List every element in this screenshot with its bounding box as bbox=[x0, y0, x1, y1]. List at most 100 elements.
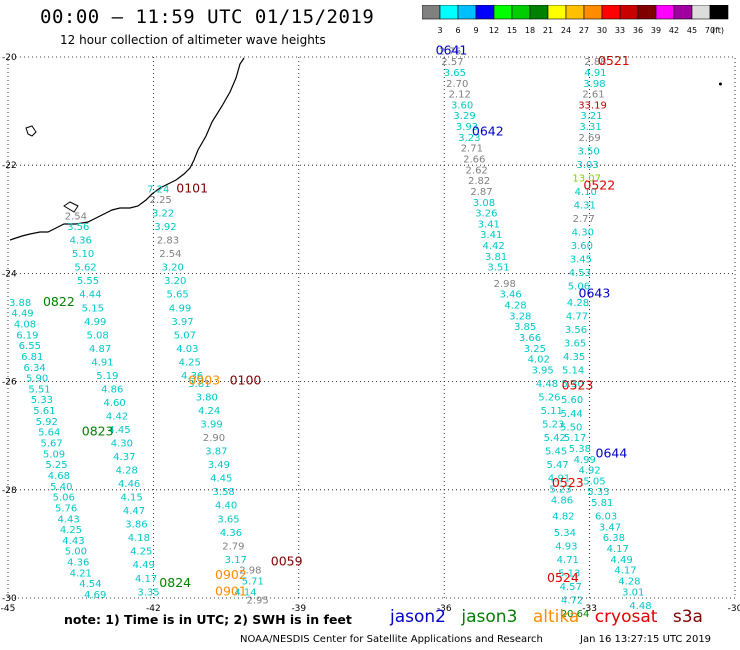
wave-height-value: 3.20 bbox=[162, 263, 184, 274]
y-tick-label: -20 bbox=[2, 53, 17, 63]
chart-title: 00:00 – 11:59 UTC 01/15/2019 bbox=[40, 6, 375, 28]
track-time-label: 0522 bbox=[583, 178, 615, 193]
wave-height-value: 4.77 bbox=[566, 311, 588, 322]
wave-height-value: 3.03 bbox=[577, 160, 599, 171]
wave-height-value: 5.38 bbox=[569, 444, 591, 455]
colorbar-swatch bbox=[709, 5, 729, 20]
wave-height-value: 3.23 bbox=[458, 133, 480, 144]
wave-height-value: 4.71 bbox=[557, 555, 579, 566]
satellite-legend-altika: altika bbox=[532, 607, 580, 627]
wave-height-value: 2.88 bbox=[584, 57, 606, 68]
wave-height-value: 5.51 bbox=[28, 384, 50, 395]
satellite-legend: jason2 jason3 altika cryosat s3a bbox=[390, 607, 713, 627]
wave-height-value: 4.37 bbox=[113, 452, 135, 463]
wave-height-value: 5.67 bbox=[40, 439, 62, 450]
wave-height-value: 4.48 bbox=[536, 379, 558, 390]
wave-height-value: 4.91 bbox=[584, 68, 606, 79]
wave-height-value: 4.15 bbox=[120, 493, 142, 504]
wave-height-value: 3.88 bbox=[9, 298, 31, 309]
wave-height-value: 3.31 bbox=[579, 122, 601, 133]
marker-dot bbox=[718, 82, 722, 86]
wave-height-value: 3.60 bbox=[571, 241, 593, 252]
colorbar-label: 3 bbox=[437, 26, 442, 35]
x-tick-label: -36 bbox=[437, 604, 452, 614]
wave-height-value: 2.76 bbox=[439, 46, 461, 57]
wave-height-value: 20.64 bbox=[561, 609, 590, 620]
colorbar-label: 39 bbox=[651, 26, 661, 35]
track-time-label: 0059 bbox=[271, 554, 303, 569]
wave-height-value: 4.36 bbox=[70, 236, 92, 247]
wave-height-value: 2.25 bbox=[150, 195, 172, 206]
track-time-label: 0901 bbox=[215, 583, 247, 598]
wave-height-value: 4.44 bbox=[79, 290, 101, 301]
wave-height-value: 5.30 bbox=[562, 379, 584, 390]
wave-height-value: 3.92 bbox=[154, 222, 176, 233]
track-time-label: 0100 bbox=[230, 372, 262, 387]
track-time-label: 0523 bbox=[552, 475, 584, 490]
wave-height-value: 4.69 bbox=[84, 590, 106, 601]
map-grid: -45 -42 -39 -36 -33 -30 -20 -22 -24 -26 -28 -30 bbox=[1, 53, 740, 614]
wave-height-value: 3.95 bbox=[531, 365, 553, 376]
track-time-label: 0642 bbox=[472, 123, 504, 138]
wave-height-value: 4.53 bbox=[569, 268, 591, 279]
wave-height-value: 3.99 bbox=[200, 420, 222, 431]
wave-height-value: 3.56 bbox=[565, 325, 587, 336]
wave-height-value: 2.90 bbox=[203, 433, 225, 444]
wave-height-value: 4.18 bbox=[128, 533, 150, 544]
footer-timestamp: Jan 16 13:27:15 UTC 2019 bbox=[580, 634, 712, 645]
wave-height-value: 5.17 bbox=[564, 433, 586, 444]
wave-height-value: 5.06 bbox=[53, 493, 75, 504]
wave-height-value: 5.61 bbox=[33, 406, 55, 417]
wave-height-value: 3.46 bbox=[499, 290, 521, 301]
track-time-label: 0643 bbox=[579, 286, 611, 301]
wave-height-colorbar: 3 6 9 12 15 18 21 24 27 30 33 36 39 42 45 70(ft) bbox=[422, 5, 729, 35]
wave-height-value: 5.55 bbox=[77, 276, 99, 287]
wave-height-value: 5.07 bbox=[174, 330, 196, 341]
wave-height-value: 4.46 bbox=[118, 479, 140, 490]
wave-height-value: 3.81 bbox=[485, 252, 507, 263]
x-tick-label: -33 bbox=[582, 604, 597, 614]
wave-height-value: 4.25 bbox=[60, 525, 82, 536]
wave-height-value: 5.26 bbox=[538, 393, 560, 404]
wave-height-value: 3.49 bbox=[208, 460, 230, 471]
wave-height-value: 4.72 bbox=[561, 595, 583, 606]
track-time-label: 0822 bbox=[43, 294, 75, 309]
footnote: note: 1) Time is in UTC; 2) SWH is in fe… bbox=[64, 612, 352, 627]
wave-height-value: 3.56 bbox=[67, 222, 89, 233]
wave-height-value: 3.97 bbox=[171, 317, 193, 328]
wave-height-value: 2.95 bbox=[246, 595, 268, 606]
x-tick-label: -45 bbox=[1, 604, 16, 614]
wave-height-value: 4.02 bbox=[528, 355, 550, 366]
wave-height-value: 3.20 bbox=[164, 276, 186, 287]
wave-height-value: 4.45 bbox=[108, 425, 130, 436]
wave-height-value: 4.17 bbox=[614, 566, 636, 577]
wave-height-value: 2.71 bbox=[461, 144, 483, 155]
y-tick-label: -30 bbox=[2, 594, 17, 604]
wave-height-value: 4.86 bbox=[101, 384, 123, 395]
wave-height-value: 2.66 bbox=[463, 154, 485, 165]
wave-height-value: 4.93 bbox=[555, 541, 577, 552]
wave-height-value: 6.81 bbox=[21, 352, 43, 363]
wave-height-value: 3.35 bbox=[137, 587, 159, 598]
wave-height-value: 5.45 bbox=[545, 447, 567, 458]
wave-height-value: 4.35 bbox=[563, 352, 585, 363]
wave-height-value: 3.50 bbox=[577, 146, 599, 157]
wave-height-value: 4.28 bbox=[567, 298, 589, 309]
colorbar-label: 9 bbox=[473, 26, 478, 35]
wave-height-value: 3.58 bbox=[213, 487, 235, 498]
y-tick-label: -26 bbox=[2, 378, 17, 388]
wave-height-value: 5.40 bbox=[50, 482, 72, 493]
wave-height-value: 3.01 bbox=[622, 587, 644, 598]
wave-height-value: 5.05 bbox=[583, 476, 605, 487]
wave-height-value: 5.92 bbox=[36, 417, 58, 428]
wave-height-value: 2.57 bbox=[441, 57, 463, 68]
x-tick-label: -30 bbox=[728, 604, 740, 614]
satellite-legend-cryosat: cryosat bbox=[594, 607, 658, 627]
wave-height-value: 5.23 bbox=[542, 420, 564, 431]
track-time-label: 0523 bbox=[562, 378, 594, 393]
wave-height-value: 5.13 bbox=[558, 568, 580, 579]
wave-height-value: 5.14 bbox=[562, 365, 584, 376]
colorbar-label: 18 bbox=[525, 26, 535, 35]
wave-height-value: 5.42 bbox=[544, 433, 566, 444]
